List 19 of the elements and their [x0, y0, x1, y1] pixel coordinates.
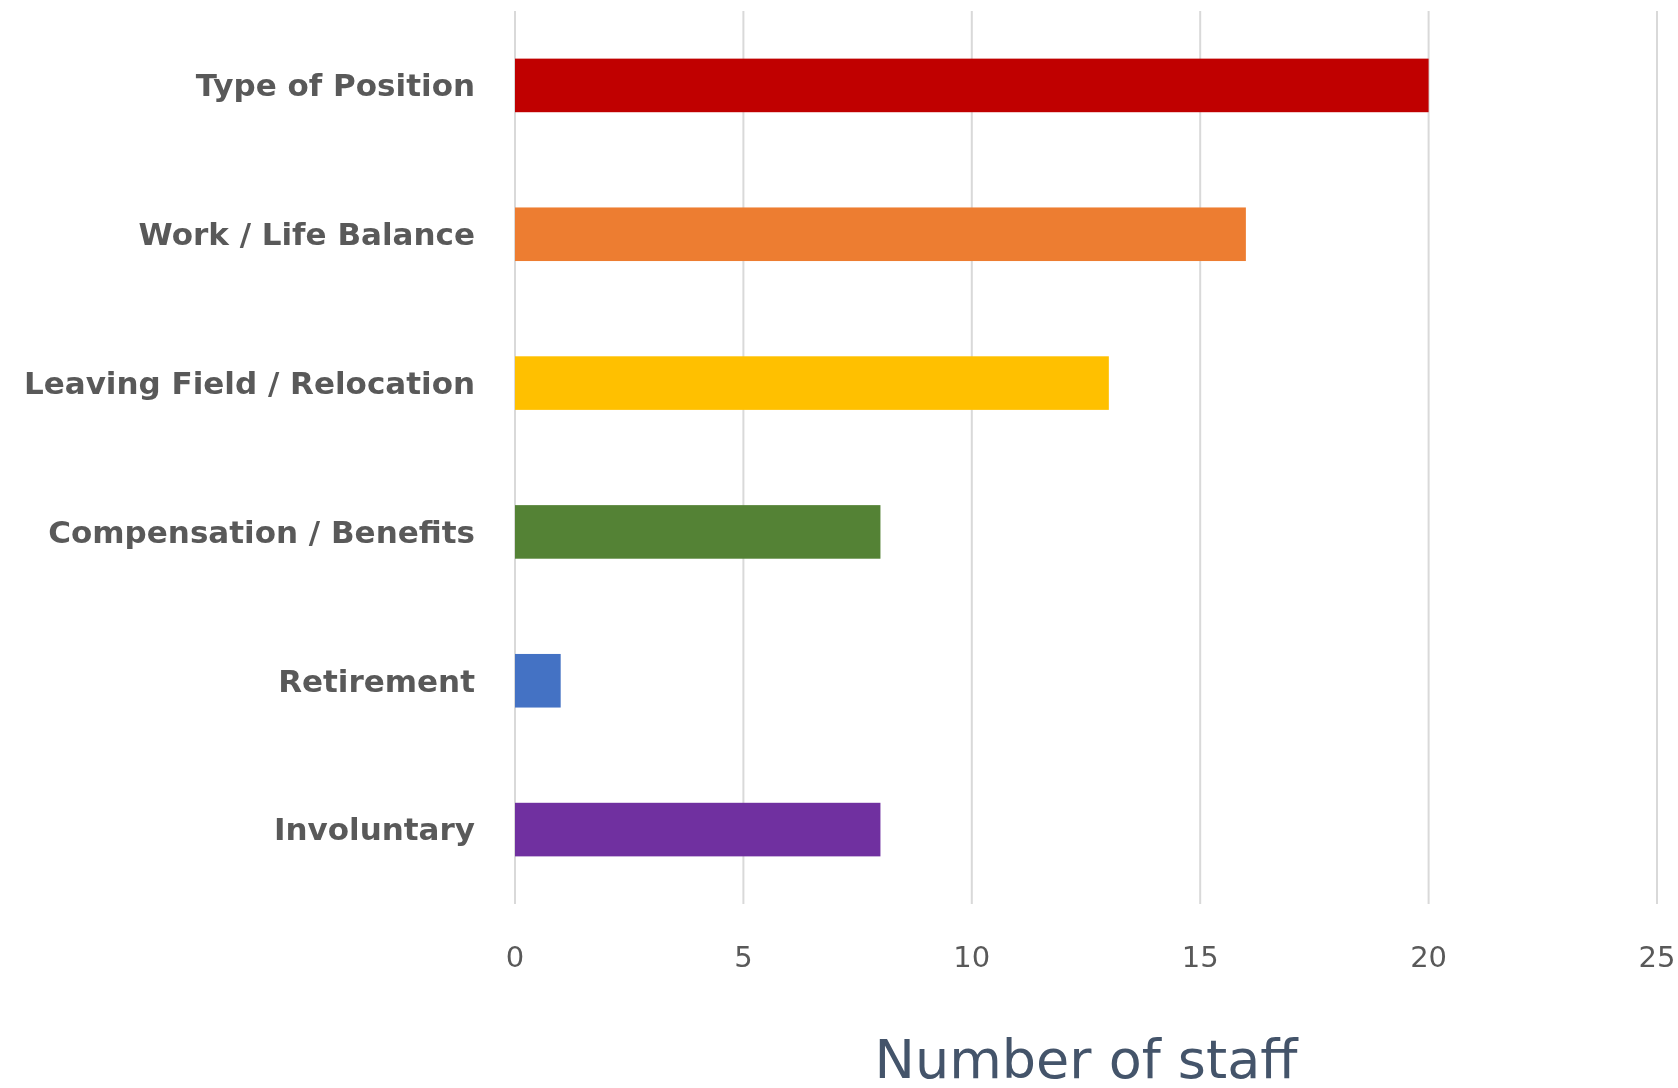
x-tick-label: 15: [1181, 940, 1219, 974]
bar: [515, 653, 561, 708]
y-tick-label: Compensation / Benefits: [48, 513, 475, 550]
x-tick-label: 0: [505, 940, 525, 974]
x-tick-label: 10: [953, 940, 991, 974]
y-tick-label: Type of Position: [195, 67, 475, 104]
bar: [515, 207, 1246, 262]
x-tick-label: 5: [734, 940, 753, 974]
bar: [515, 58, 1429, 113]
y-tick-label: Retirement: [278, 662, 476, 699]
y-tick-label: Work / Life Balance: [138, 216, 475, 253]
x-tick-label: 20: [1410, 940, 1448, 974]
x-tick-label: 25: [1638, 940, 1676, 974]
bar: [515, 505, 881, 559]
bar: [515, 356, 1109, 410]
bar: [515, 802, 881, 857]
y-tick-label: Involuntary: [273, 811, 475, 848]
x-axis-title: Number of staff: [874, 1028, 1300, 1088]
y-tick-label: Leaving Field / Relocation: [23, 364, 475, 401]
